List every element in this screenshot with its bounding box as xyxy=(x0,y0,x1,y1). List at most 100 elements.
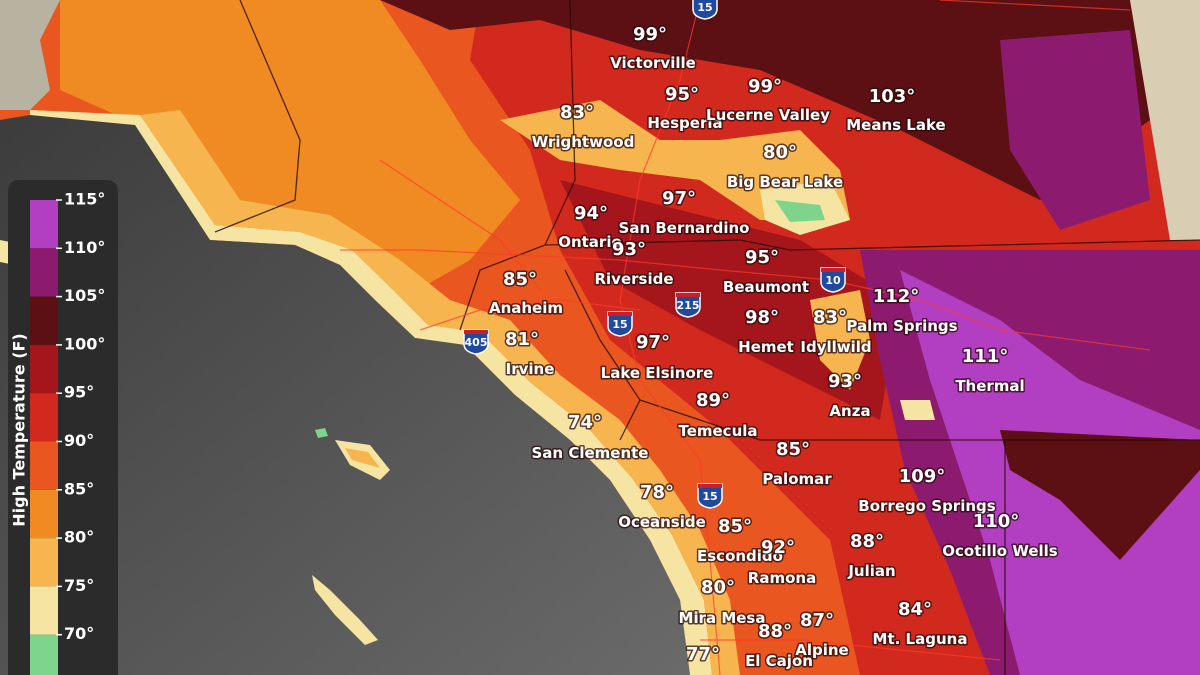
city-temperature: 83° xyxy=(813,307,847,328)
city-temperature: 92° xyxy=(761,537,795,558)
legend-title: High Temperature (F) xyxy=(10,333,29,527)
city-name: Riverside xyxy=(594,270,673,288)
city-name: Anza xyxy=(829,402,870,420)
city-temperature: 93° xyxy=(612,239,646,260)
city-temperature: 103° xyxy=(869,86,916,107)
city: 111° Thermal xyxy=(954,345,1026,397)
city-temperature: 81° xyxy=(505,329,539,350)
city-name: Hesperia xyxy=(647,114,722,132)
city-temperature: 95° xyxy=(745,247,779,268)
legend-tick-label: 85° xyxy=(64,479,94,498)
city-name: Beaumont xyxy=(723,278,809,296)
city-temperature: 80° xyxy=(701,577,735,598)
city-name: Escondido xyxy=(697,547,783,565)
legend-tick-label: 115° xyxy=(64,190,105,209)
legend-band xyxy=(30,296,58,345)
shield-shape xyxy=(697,483,723,509)
city-temperature: 84° xyxy=(898,599,932,620)
city-name: Temecula xyxy=(678,422,757,440)
city-temperature: 109° xyxy=(899,466,946,487)
city: 99° Lucerne Valley xyxy=(705,75,832,126)
shield-shape xyxy=(607,311,633,337)
city-name: Means Lake xyxy=(846,116,945,134)
city: 85° Anaheim xyxy=(487,268,564,319)
city-name: Palomar xyxy=(762,470,832,488)
city-temperature: 93° xyxy=(828,371,862,392)
legend-band xyxy=(30,441,58,490)
shield-top xyxy=(464,330,488,334)
city-name: Ocotillo Wells xyxy=(942,542,1058,560)
city-temperature: 77° xyxy=(686,644,720,665)
city-temperature: 85° xyxy=(503,269,537,290)
city: 88° El Cajon xyxy=(744,620,815,672)
legend-band xyxy=(30,634,58,675)
legend-band xyxy=(30,538,58,587)
legend-tick-label: 95° xyxy=(64,383,94,402)
highway-shield: 215 xyxy=(675,292,701,318)
city-name: Lake Elsinore xyxy=(601,364,714,382)
city: 97° Lake Elsinore xyxy=(599,331,715,384)
city: 83° Idyllwild xyxy=(799,306,873,358)
city: 112° Palm Springs xyxy=(845,285,959,337)
shield-shape xyxy=(820,267,846,293)
legend-tick-label: 80° xyxy=(64,528,94,547)
city-temperature: 98° xyxy=(745,307,779,328)
legend-band xyxy=(30,393,58,442)
city-temperature: 78° xyxy=(640,482,674,503)
city-name: Big Bear Lake xyxy=(727,173,843,191)
city: 95° Beaumont xyxy=(721,246,810,298)
legend-tick-label: 110° xyxy=(64,238,105,257)
city: 109° Borrego Springs xyxy=(857,465,997,517)
city-name: Ramona xyxy=(748,569,816,587)
legend-band xyxy=(30,344,58,394)
city-name: Wrightwood xyxy=(532,133,635,151)
city: 97° San Bernardino xyxy=(617,187,751,239)
city-name: Oceanside xyxy=(618,513,706,531)
city-name: Alpine xyxy=(795,641,848,659)
city: 99° Victorville xyxy=(609,23,698,74)
city-name: Thermal xyxy=(955,377,1024,395)
city: 87° Alpine xyxy=(794,609,850,661)
city-name: Idyllwild xyxy=(800,338,871,356)
city-name: Mt. Laguna xyxy=(873,630,968,648)
legend-band xyxy=(30,200,58,249)
city-name: Lucerne Valley xyxy=(706,106,830,124)
shield-number: 15 xyxy=(702,490,717,503)
city-temperature: 94° xyxy=(574,203,608,224)
legend-tick-label: 90° xyxy=(64,431,94,450)
city-name: Mira Mesa xyxy=(679,609,766,627)
city-name: Julian xyxy=(847,562,895,580)
legend-tick-label: 75° xyxy=(64,576,94,595)
legend-tick-label: 100° xyxy=(64,334,105,353)
highway-shields: 15 15 215 405 10 15 xyxy=(463,0,846,509)
city-temperature: 111° xyxy=(962,346,1009,367)
city-temperature: 85° xyxy=(718,516,752,537)
city-temperature: 95° xyxy=(665,84,699,105)
city-temperature: 74° xyxy=(568,412,602,433)
shield-number: 15 xyxy=(697,1,712,14)
highway-shield: 405 xyxy=(463,329,489,355)
city-name: El Cajon xyxy=(745,652,813,670)
city-name: San Bernardino xyxy=(619,219,750,237)
city-temperature: 110° xyxy=(973,511,1020,532)
city-temperature: 80° xyxy=(763,142,797,163)
city: 77° xyxy=(684,643,721,667)
city: 93° Riverside xyxy=(593,238,675,290)
city: 89° Temecula xyxy=(677,389,759,442)
city-name: Palm Springs xyxy=(846,317,957,335)
legend: High Temperature (F) 115° 110° 105° 100° 95°… xyxy=(8,180,118,675)
islands xyxy=(0,240,390,645)
ocean xyxy=(0,115,690,675)
city-temperature: 97° xyxy=(636,332,670,353)
city-name: Anaheim xyxy=(489,299,563,317)
city: 84° Mt. Laguna xyxy=(871,598,969,650)
highway-shield: 15 xyxy=(607,311,633,337)
city: 81° Irvine xyxy=(503,328,555,380)
city-labels: 99° Victorville 95° Hesperia 99° Lucerne Vall… xyxy=(487,23,1059,672)
shield-number: 215 xyxy=(677,299,700,312)
county-borders xyxy=(214,0,1200,675)
city-temperature: 88° xyxy=(758,621,792,642)
city-name: Ontario xyxy=(558,233,622,251)
